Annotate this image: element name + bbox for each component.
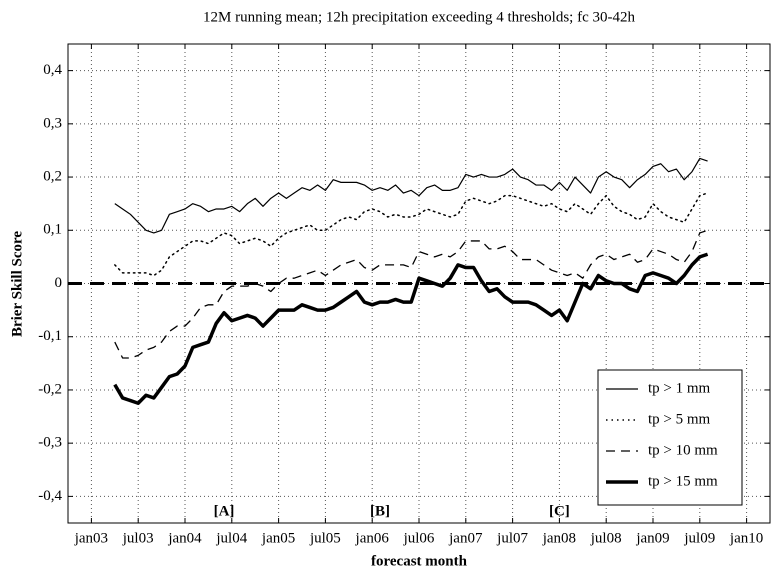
x-tick-label: jan10	[729, 530, 763, 546]
annotation: [B]	[370, 503, 390, 519]
legend-label: tp > 15 mm	[648, 473, 718, 489]
x-axis-label: forecast month	[371, 553, 468, 569]
y-tick-label: -0,2	[38, 381, 62, 397]
series-line	[114, 157, 708, 234]
series-line	[114, 192, 709, 277]
series-line	[114, 229, 708, 359]
y-tick-label: -0,1	[38, 328, 62, 344]
y-tick-label: 0	[55, 275, 63, 291]
x-tick-label: jan05	[261, 530, 295, 546]
y-tick-label: 0,4	[43, 62, 62, 78]
x-tick-label: jul03	[122, 530, 154, 546]
series-line	[113, 252, 709, 405]
x-tick-label: jan09	[635, 530, 669, 546]
x-tick-label: jul07	[496, 530, 528, 546]
legend-label: tp > 5 mm	[648, 411, 711, 427]
x-tick-label: jul04	[215, 530, 247, 546]
y-tick-label: 0,3	[43, 115, 62, 131]
y-tick-label: -0,3	[38, 435, 62, 451]
legend-label: tp > 10 mm	[648, 442, 718, 458]
y-axis-label: Brier Skill Score	[9, 231, 25, 337]
x-tick-label: jul09	[683, 530, 715, 546]
chart-title: 12M running mean; 12h precipitation exce…	[203, 9, 635, 25]
annotation: [A]	[214, 503, 235, 519]
x-tick-label: jul08	[590, 530, 622, 546]
x-tick-label: jan03	[74, 530, 108, 546]
x-tick-label: jan07	[448, 530, 483, 546]
y-tick-label: -0,4	[38, 488, 62, 504]
y-tick-label: 0,1	[43, 222, 62, 238]
x-tick-label: jan06	[355, 530, 390, 546]
x-tick-label: jan04	[167, 530, 202, 546]
x-tick-label: jan08	[542, 530, 576, 546]
x-tick-label: jul05	[309, 530, 341, 546]
legend-box	[597, 369, 743, 506]
x-tick-label: jul06	[403, 530, 435, 546]
annotation: [C]	[549, 503, 570, 519]
legend-label: tp > 1 mm	[648, 380, 711, 396]
y-tick-label: 0,2	[43, 168, 62, 184]
